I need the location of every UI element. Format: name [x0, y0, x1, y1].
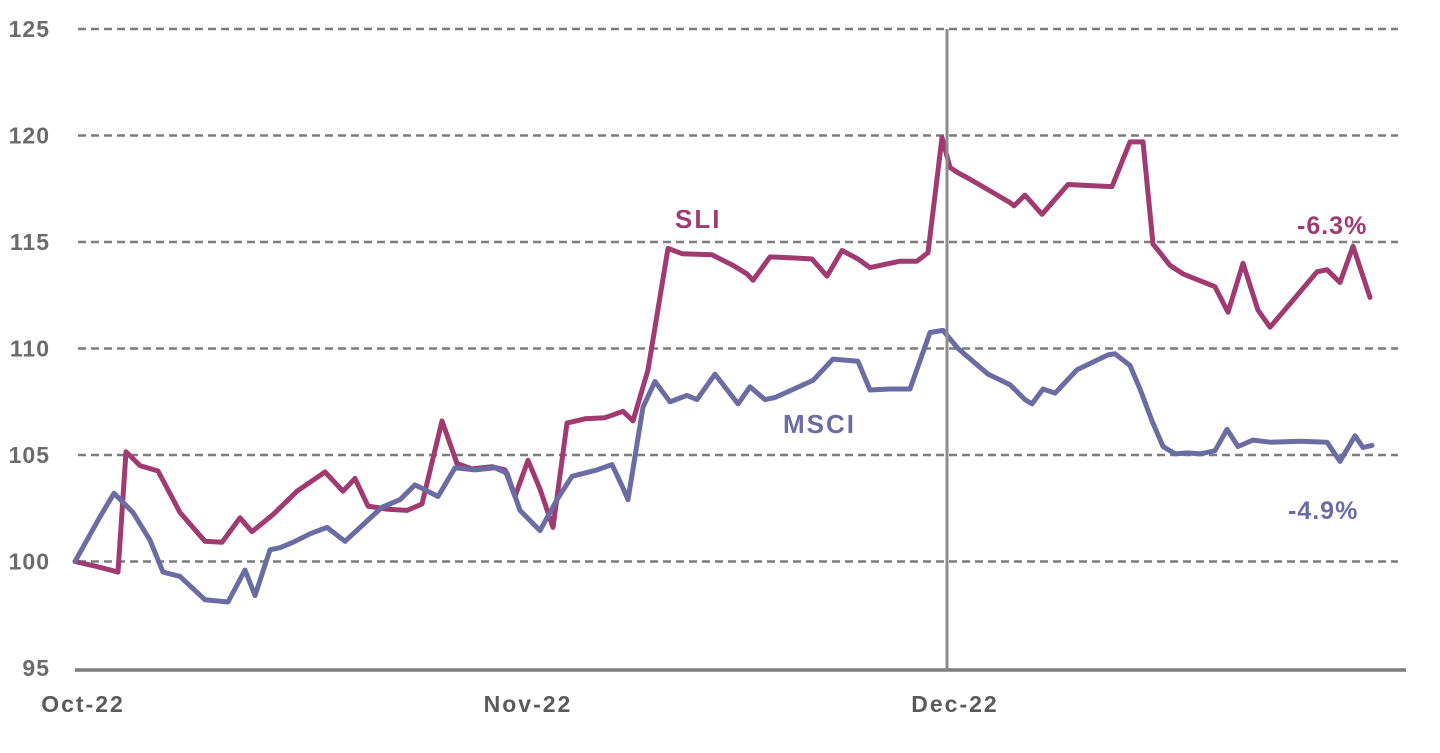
x-tick-label-Nov-22: Nov-22: [484, 691, 573, 717]
x-tick-label-Oct-22: Oct-22: [41, 691, 125, 717]
gridlines: [78, 27, 1398, 563]
y-tick-label-110: 110: [10, 336, 50, 362]
y-tick-label-95: 95: [22, 655, 50, 681]
msci-line: [72, 327, 1375, 605]
y-tick-label-105: 105: [9, 442, 50, 468]
series-lines: [72, 135, 1375, 605]
sli-line: [72, 135, 1373, 575]
msci-series-label: MSCI: [783, 409, 856, 439]
msci-change-annotation: -4.9%: [1288, 497, 1358, 525]
y-tick-label-100: 100: [9, 549, 50, 575]
sli-series-label: SLI: [675, 204, 721, 234]
y-tick-label-125: 125: [9, 16, 50, 42]
y-axis-tick-labels: 125 120 115 110 105 100 95: [9, 16, 50, 681]
sli-change-annotation: -6.3%: [1297, 212, 1367, 240]
x-tick-label-Dec-22: Dec-22: [911, 691, 998, 717]
x-axis-tick-labels: Oct-22 Nov-22 Dec-22: [41, 691, 998, 717]
y-tick-label-115: 115: [10, 229, 50, 255]
y-tick-label-120: 120: [9, 123, 50, 149]
